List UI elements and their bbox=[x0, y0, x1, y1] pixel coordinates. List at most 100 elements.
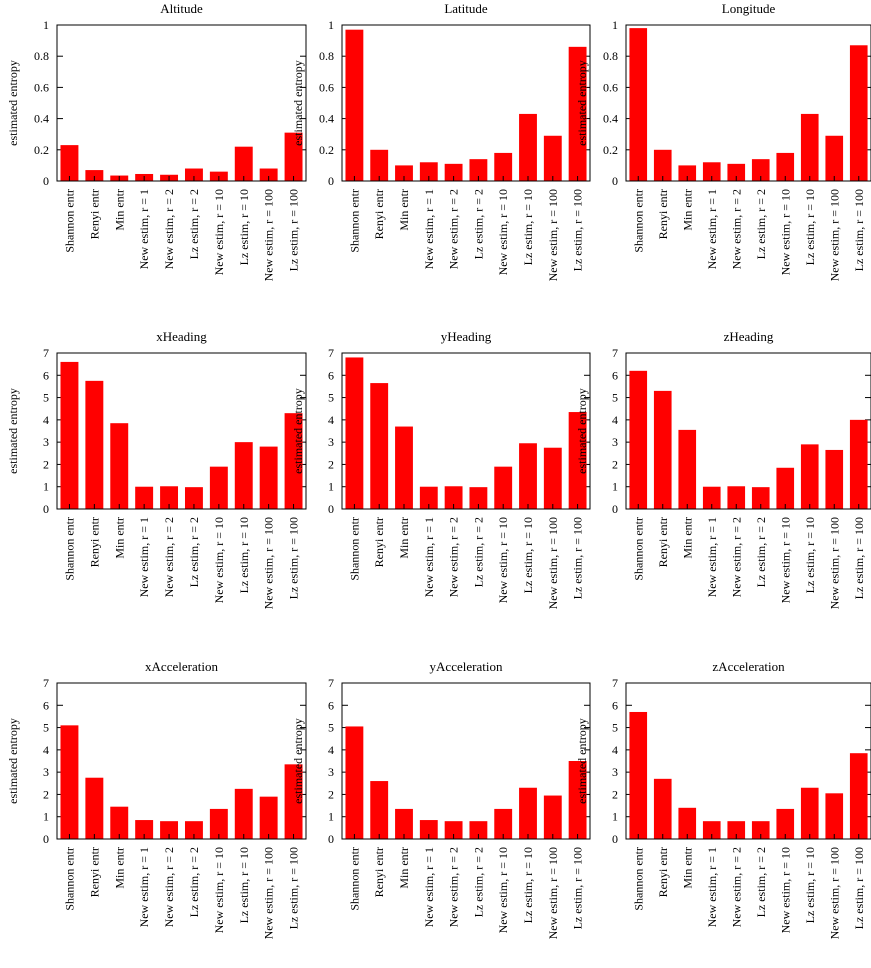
y-tick-label: 5 bbox=[328, 391, 334, 405]
category-label: New estim, r = 2 bbox=[162, 189, 176, 269]
category-label: Lz estim, r = 10 bbox=[237, 189, 251, 265]
y-axis-label: estimated entropy bbox=[6, 388, 20, 474]
category-label: Lz estim, r = 2 bbox=[187, 847, 201, 917]
category-label: Lz estim, r = 100 bbox=[852, 847, 866, 929]
bar-10 bbox=[849, 419, 868, 509]
bar-8 bbox=[519, 113, 537, 181]
bar-7 bbox=[776, 467, 795, 509]
y-tick-label: 3 bbox=[328, 435, 334, 449]
y-tick-label: 1 bbox=[612, 18, 618, 32]
plot-frame bbox=[625, 682, 871, 840]
bar-8 bbox=[800, 787, 819, 839]
bar-7 bbox=[776, 808, 795, 839]
bar-9 bbox=[543, 795, 562, 839]
panel-title: Latitude bbox=[444, 1, 488, 16]
y-axis-label: estimated entropy bbox=[291, 388, 305, 474]
bar-2 bbox=[370, 781, 389, 839]
category-label: Lz estim, r = 10 bbox=[521, 847, 535, 923]
bar-5 bbox=[727, 486, 746, 509]
y-tick-label: 0.6 bbox=[34, 80, 49, 94]
y-tick-label: 2 bbox=[328, 787, 334, 801]
y-tick-label: 5 bbox=[43, 391, 49, 405]
y-tick-label: 0 bbox=[328, 174, 334, 188]
bar-7 bbox=[494, 152, 513, 181]
category-label: Lz estim, r = 10 bbox=[521, 517, 535, 593]
category-label: Lz estim, r = 100 bbox=[571, 847, 585, 929]
bar-4 bbox=[419, 162, 438, 181]
category-label: Lz estim, r = 2 bbox=[187, 189, 201, 259]
y-tick-label: 7 bbox=[328, 676, 334, 690]
bar-5 bbox=[444, 486, 463, 509]
y-tick-label: 4 bbox=[612, 413, 618, 427]
bar-2 bbox=[370, 149, 389, 181]
y-tick-label: 5 bbox=[328, 721, 334, 735]
category-label: New estim, r = 10 bbox=[778, 189, 792, 275]
category-label: New estim, r = 10 bbox=[496, 189, 510, 275]
bar-7 bbox=[209, 808, 228, 839]
y-tick-label: 3 bbox=[43, 435, 49, 449]
bar-3 bbox=[678, 429, 697, 509]
bar-9 bbox=[825, 135, 844, 181]
bar-2 bbox=[653, 390, 672, 509]
bar-10 bbox=[849, 45, 868, 181]
y-tick-label: 0.4 bbox=[34, 112, 49, 126]
category-label: New estim, r = 1 bbox=[422, 847, 436, 927]
bar-10 bbox=[568, 761, 587, 839]
bar-4 bbox=[135, 486, 154, 509]
category-label: Lz estim, r = 2 bbox=[754, 847, 768, 917]
y-tick-label: 7 bbox=[43, 676, 49, 690]
y-tick-label: 0 bbox=[43, 502, 49, 516]
bar-6 bbox=[469, 487, 488, 509]
category-label: Renyi entr bbox=[87, 847, 101, 897]
bar-4 bbox=[135, 820, 154, 839]
category-label: New estim, r = 1 bbox=[705, 189, 719, 269]
y-tick-label: 4 bbox=[328, 413, 334, 427]
y-axis-label: estimated entropy bbox=[575, 718, 589, 804]
y-tick-label: 0 bbox=[612, 832, 618, 846]
category-label: Shannon entr bbox=[631, 847, 645, 911]
bar-4 bbox=[702, 821, 721, 839]
bar-10 bbox=[568, 46, 587, 182]
chart-panel-3: Longitude estimated entropy 0 0.2 0.4 0.6 0.8 1… bbox=[575, 1, 871, 281]
category-label: New estim, r = 100 bbox=[546, 189, 560, 281]
category-label: Shannon entr bbox=[347, 847, 361, 911]
bar-3 bbox=[110, 423, 129, 509]
category-label: New estim, r = 10 bbox=[212, 517, 226, 603]
bar-7 bbox=[494, 466, 513, 509]
category-label: New estim, r = 10 bbox=[778, 517, 792, 603]
bar-2 bbox=[85, 777, 104, 839]
chart-panel-1: Altitude estimated entropy 0 0.2 0.4 0.6 0.8 1 S… bbox=[6, 1, 307, 281]
bar-2 bbox=[85, 380, 104, 509]
y-tick-label: 5 bbox=[43, 721, 49, 735]
category-label: Lz estim, r = 10 bbox=[803, 517, 817, 593]
category-label: Lz estim, r = 10 bbox=[237, 517, 251, 593]
y-tick-label: 6 bbox=[612, 368, 618, 382]
category-label: Renyi entr bbox=[656, 189, 670, 239]
y-tick-label: 3 bbox=[328, 765, 334, 779]
category-label: New estim, r = 2 bbox=[447, 847, 461, 927]
bar-10 bbox=[284, 764, 303, 839]
y-tick-label: 1 bbox=[43, 810, 49, 824]
bar-3 bbox=[110, 806, 129, 839]
y-tick-label: 0.2 bbox=[34, 143, 49, 157]
category-label: New estim, r = 2 bbox=[447, 189, 461, 269]
bar-9 bbox=[259, 168, 278, 181]
panel-title: Altitude bbox=[160, 1, 203, 16]
bar-6 bbox=[184, 168, 203, 181]
category-label: New estim, r = 10 bbox=[212, 847, 226, 933]
plot-frame bbox=[56, 352, 307, 510]
bar-8 bbox=[800, 444, 819, 509]
bar-5 bbox=[444, 821, 463, 839]
category-label: Min entr bbox=[397, 517, 411, 559]
bar-7 bbox=[209, 466, 228, 509]
panel-title: xHeading bbox=[156, 329, 207, 344]
bar-4 bbox=[419, 486, 438, 509]
bar-1 bbox=[345, 29, 364, 182]
bar-8 bbox=[519, 787, 537, 839]
chart-panel-7: xAcceleration estimated entropy 0 1 2 3 4 5 6 7 Sh… bbox=[6, 659, 307, 939]
category-label: New estim, r = 10 bbox=[212, 189, 226, 275]
bar-2 bbox=[370, 383, 389, 509]
category-label: New estim, r = 2 bbox=[162, 847, 176, 927]
category-label: Renyi entr bbox=[656, 847, 670, 897]
chart-panel-2: Latitude estimated entropy 0 0.2 0.4 0.6 0.8 1 S… bbox=[291, 1, 591, 281]
